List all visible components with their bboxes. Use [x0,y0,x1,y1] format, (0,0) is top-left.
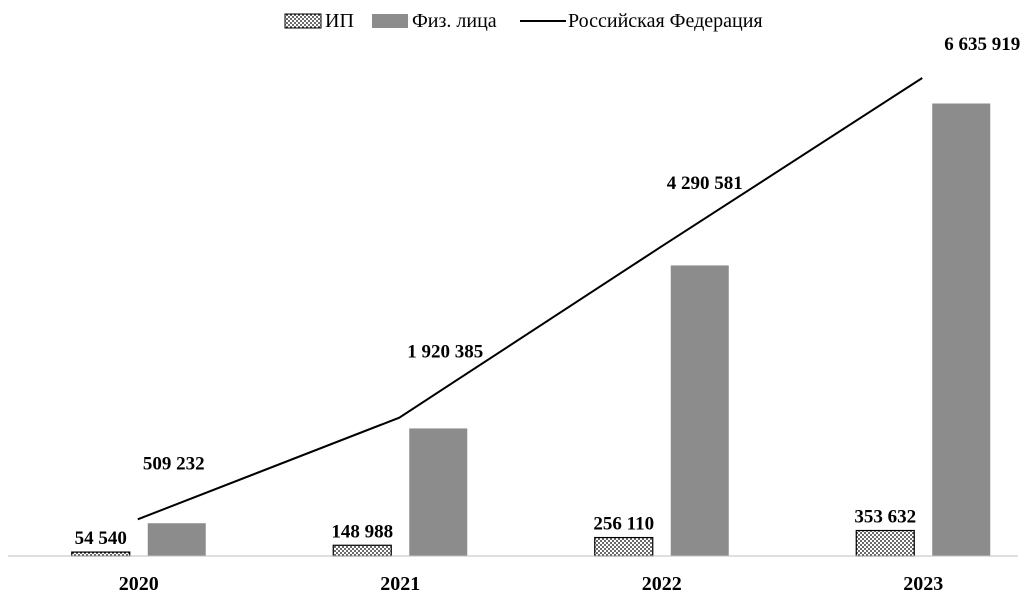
bar-ip-2020 [71,551,131,557]
label-rf-2022: 4 290 581 [667,173,743,194]
line-layer [137,77,923,521]
legend-swatch-ip [284,13,322,29]
bar-ip-2021 [332,544,392,557]
tick-label-2021: 2021 [380,573,420,595]
label-ip-2022: 256 110 [593,514,654,535]
bar-ip-2023 [855,529,915,557]
tick-label-2020: 2020 [119,573,159,595]
legend: ИП Физ. лица Российская Федерация [284,10,763,32]
tick-label-2023: 2023 [903,573,943,595]
legend-label-ip: ИП [325,10,354,32]
x-axis-ticks: 2020 2021 2022 2023 [119,573,944,595]
bars-layer [71,103,991,557]
label-rf-2023: 6 635 919 [944,34,1020,55]
bar-individuals-2020 [147,523,206,556]
labels-layer: 54 540 148 988 256 110 353 632 509 232 1 920 … [75,34,1021,549]
label-rf-2021: 1 920 385 [407,342,483,363]
label-ip-2020: 54 540 [75,528,127,549]
bar-individuals-2022 [670,265,729,556]
bar-ip-2022 [594,536,654,557]
legend-label-rf: Российская Федерация [568,10,763,32]
bar-individuals-2021 [409,428,468,556]
label-ip-2023: 353 632 [854,507,916,528]
bar-individuals-2023 [932,103,991,556]
label-rf-2020: 509 232 [143,453,205,474]
tick-label-2022: 2022 [642,573,682,595]
legend-swatch-individuals [372,14,408,28]
legend-label-individuals: Физ. лица [412,10,497,32]
line-rf [137,77,923,521]
label-ip-2021: 148 988 [331,521,393,542]
